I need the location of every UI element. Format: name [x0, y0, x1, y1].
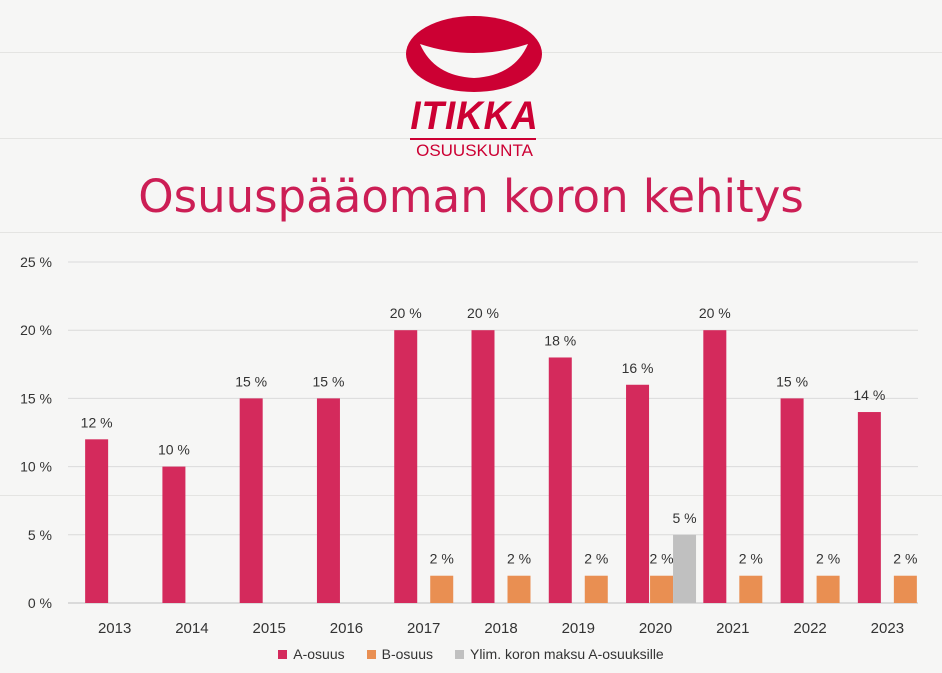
bar-a [85, 439, 109, 603]
data-label: 12 % [81, 414, 113, 430]
data-label: 20 % [390, 305, 422, 321]
data-label: 15 % [776, 373, 808, 389]
x-tick-label: 2018 [484, 620, 517, 637]
data-label: 2 % [584, 551, 608, 567]
y-tick-label: 10 % [20, 459, 52, 475]
bar-a [471, 330, 495, 603]
legend-label-extra: Ylim. koron maksu A-osuuksille [469, 646, 664, 662]
data-label: 5 % [672, 510, 696, 526]
y-tick-label: 20 % [20, 322, 52, 338]
bar-b [816, 575, 840, 603]
x-tick-label: 2016 [330, 620, 363, 637]
bar-b [739, 575, 763, 603]
legend-item-b: B-osuus [366, 646, 433, 662]
legend-label-a: A-osuus [293, 646, 345, 662]
y-tick-label: 25 % [20, 254, 52, 270]
x-tick-label: 2021 [716, 620, 749, 637]
data-label: 2 % [739, 551, 763, 567]
bar-a [857, 412, 881, 603]
data-label: 2 % [893, 551, 917, 567]
bar-a [162, 466, 186, 603]
bar-a [316, 398, 340, 603]
bar-a [548, 357, 572, 603]
bar-a [703, 330, 727, 603]
logo: ITIKKA OSUUSKUNTA [402, 14, 547, 160]
x-tick-label: 2019 [562, 620, 595, 637]
legend-item-extra: Ylim. koron maksu A-osuuksille [454, 646, 664, 662]
data-label: 15 % [312, 373, 344, 389]
logo-name: ITIKKA [410, 94, 539, 138]
x-tick-label: 2020 [639, 620, 672, 637]
bar-b [893, 575, 917, 603]
bar-a [239, 398, 263, 603]
data-label: 20 % [467, 305, 499, 321]
data-label: 2 % [430, 551, 454, 567]
x-tick-label: 2022 [793, 620, 826, 637]
chart-legend: A-osuus B-osuus Ylim. koron maksu A-osuu… [0, 646, 942, 662]
data-label: 2 % [816, 551, 840, 567]
legend-label-b: B-osuus [381, 646, 433, 662]
data-label: 20 % [699, 305, 731, 321]
y-tick-label: 15 % [20, 390, 52, 406]
page-title: Osuuspääoman koron kehitys [138, 170, 804, 223]
data-label: 10 % [158, 442, 190, 458]
logo-ring-icon [406, 16, 542, 92]
x-tick-label: 2023 [871, 620, 904, 637]
y-tick-label: 0 % [28, 595, 52, 611]
logo-subtitle: OSUUSKUNTA [416, 141, 533, 160]
bar-b [650, 575, 674, 603]
data-label: 2 % [507, 551, 531, 567]
bar-a [780, 398, 804, 603]
legend-swatch-extra [454, 649, 464, 659]
data-label: 2 % [649, 551, 673, 567]
bar-a [394, 330, 418, 603]
y-tick-label: 5 % [28, 527, 52, 543]
data-label: 14 % [853, 387, 885, 403]
legend-swatch-a [278, 649, 288, 659]
bar-b [430, 575, 454, 603]
legend-item-a: A-osuus [278, 646, 345, 662]
bar-b [507, 575, 531, 603]
legend-swatch-b [366, 649, 376, 659]
x-tick-label: 2014 [175, 620, 208, 637]
x-tick-label: 2015 [252, 620, 285, 637]
bar-a [626, 384, 650, 603]
data-label: 18 % [544, 332, 576, 348]
logo-divider [410, 138, 536, 140]
data-label: 15 % [235, 373, 267, 389]
x-tick-label: 2017 [407, 620, 440, 637]
data-label: 16 % [622, 360, 654, 376]
bar-b [584, 575, 608, 603]
x-tick-label: 2013 [98, 620, 131, 637]
bar-extra [673, 534, 697, 603]
